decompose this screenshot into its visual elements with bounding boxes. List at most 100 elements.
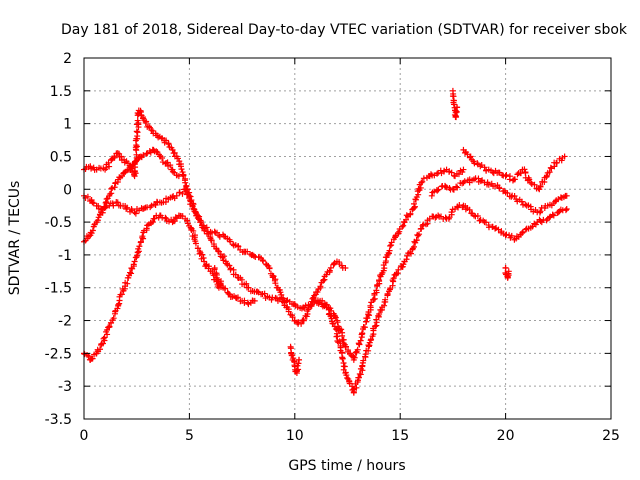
data-point-trail — [196, 248, 207, 262]
data-point-trail — [546, 197, 560, 209]
data-point-trail — [301, 301, 314, 311]
data-point-trail — [209, 228, 221, 236]
data-point-trail — [429, 213, 440, 221]
data-point-trail — [442, 182, 454, 193]
x-tick-label: 20 — [497, 428, 515, 444]
y-tick-label: -3 — [58, 379, 72, 395]
data-point-trail — [202, 261, 212, 272]
y-tick-label: -1 — [58, 248, 72, 264]
series-burst-2 — [287, 343, 303, 377]
y-tick-label: -3.5 — [45, 412, 72, 428]
axis-ticks: 0 5 10 15 20 25 2 1.5 1 0.5 0 -0.5 -1 -1.5 -2 -2.5 -3 -3.… — [45, 51, 620, 444]
data-point-trail — [470, 158, 481, 168]
grid-lines — [84, 58, 611, 419]
data-point-trail — [234, 274, 246, 288]
data-point-trail — [141, 204, 154, 212]
data-point — [418, 225, 425, 232]
series-track-2 — [81, 166, 467, 363]
data-point-trail — [216, 231, 229, 240]
data-point — [173, 192, 180, 199]
data-point-trail — [106, 308, 119, 330]
data-point-trail — [132, 153, 143, 165]
data-point-trail — [450, 180, 466, 193]
data-point-trail — [188, 227, 202, 252]
data-point-trail — [427, 170, 441, 179]
data-point-trail — [157, 212, 169, 221]
data-point-trail — [359, 306, 374, 337]
data-point — [527, 179, 534, 186]
data-point-trail — [139, 225, 150, 242]
data-point-trail — [503, 171, 516, 184]
data-point — [131, 258, 138, 265]
data-point — [428, 192, 435, 199]
data-point-trail — [145, 123, 153, 131]
data-point — [137, 238, 144, 245]
data-point-trail — [313, 273, 328, 296]
data-point-trail — [556, 206, 569, 215]
data-point-trail — [199, 224, 214, 240]
data-point — [148, 127, 155, 134]
data-point-trail — [167, 193, 178, 202]
series-burst-4 — [502, 264, 512, 281]
data-point-trail — [437, 167, 448, 177]
chart-title: Day 181 of 2018, Sidereal Day-to-day VTE… — [61, 22, 628, 38]
x-tick-label: 25 — [602, 428, 620, 444]
data-points — [81, 87, 570, 396]
data-point — [323, 271, 330, 278]
series-track-4 — [81, 146, 182, 245]
y-tick-label: 2 — [63, 51, 72, 67]
data-point-trail — [124, 204, 135, 215]
data-point — [182, 179, 189, 186]
data-point — [561, 153, 568, 160]
data-point — [418, 179, 425, 186]
data-point-trail — [513, 226, 529, 240]
series-burst-1 — [449, 87, 461, 121]
data-point-trail — [553, 154, 566, 166]
data-point-trail — [336, 259, 346, 271]
data-point-trail — [161, 137, 170, 146]
data-point — [114, 150, 121, 157]
data-point-trail — [287, 345, 297, 362]
y-tick-label: 1 — [63, 117, 72, 133]
data-point — [409, 245, 416, 252]
data-point-trail — [350, 365, 366, 395]
data-point-trail — [376, 254, 390, 284]
data-point — [131, 209, 138, 216]
data-point-trail — [401, 206, 416, 226]
data-point-trail — [503, 231, 518, 243]
data-point — [342, 265, 349, 272]
data-point-trail — [436, 213, 449, 222]
x-tick-label: 15 — [391, 428, 409, 444]
y-tick-label: -0.5 — [45, 215, 72, 231]
data-point — [175, 173, 182, 180]
x-tick-label: 5 — [185, 428, 194, 444]
data-point-trail — [324, 304, 341, 333]
data-point-trail — [483, 219, 496, 231]
data-point — [296, 356, 303, 363]
data-point — [298, 320, 305, 327]
data-point — [454, 104, 461, 111]
data-point-trail — [259, 290, 271, 302]
data-point-trail — [208, 237, 222, 254]
data-point — [435, 212, 442, 219]
data-point-trail — [484, 179, 497, 190]
data-point-trail — [182, 189, 196, 210]
y-tick-label: 0.5 — [50, 149, 72, 165]
y-tick-label: -1.5 — [45, 281, 72, 297]
data-point — [563, 192, 570, 199]
y-tick-label: -2 — [58, 314, 72, 330]
y-tick-label: 0 — [63, 182, 72, 198]
series-track-5 — [312, 202, 570, 396]
data-point — [251, 297, 258, 304]
data-point-trail — [410, 181, 424, 211]
data-point-trail — [145, 219, 156, 228]
data-point — [563, 205, 570, 212]
data-point-trail — [170, 214, 180, 225]
series-track-6 — [428, 175, 570, 216]
data-point-trail — [176, 186, 188, 197]
data-point-trail — [461, 176, 476, 186]
series-burst-3 — [211, 265, 225, 291]
data-point — [108, 156, 115, 163]
x-tick-label: 10 — [286, 428, 304, 444]
